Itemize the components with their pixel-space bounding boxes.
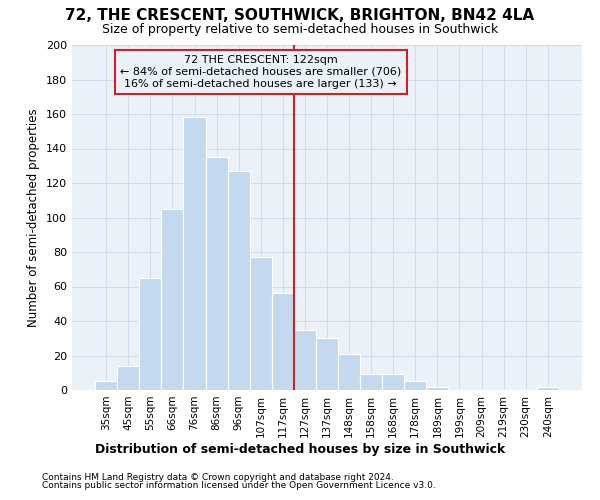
Bar	[360, 374, 382, 390]
Bar	[316, 338, 338, 390]
Bar	[427, 386, 448, 390]
Bar	[382, 374, 404, 390]
Text: Distribution of semi-detached houses by size in Southwick: Distribution of semi-detached houses by …	[95, 442, 505, 456]
Bar	[294, 330, 316, 390]
Bar	[95, 382, 117, 390]
Bar	[404, 382, 427, 390]
Bar	[139, 278, 161, 390]
Text: Size of property relative to semi-detached houses in Southwick: Size of property relative to semi-detach…	[102, 22, 498, 36]
Text: Contains HM Land Registry data © Crown copyright and database right 2024.: Contains HM Land Registry data © Crown c…	[42, 472, 394, 482]
Bar	[250, 257, 272, 390]
Bar	[338, 354, 360, 390]
Text: 72 THE CRESCENT: 122sqm
← 84% of semi-detached houses are smaller (706)
16% of s: 72 THE CRESCENT: 122sqm ← 84% of semi-de…	[120, 56, 401, 88]
Text: Contains public sector information licensed under the Open Government Licence v3: Contains public sector information licen…	[42, 481, 436, 490]
Bar	[117, 366, 139, 390]
Bar	[206, 157, 227, 390]
Bar	[161, 209, 184, 390]
Bar	[184, 118, 206, 390]
Bar	[227, 171, 250, 390]
Bar	[272, 294, 294, 390]
Text: 72, THE CRESCENT, SOUTHWICK, BRIGHTON, BN42 4LA: 72, THE CRESCENT, SOUTHWICK, BRIGHTON, B…	[65, 8, 535, 22]
Y-axis label: Number of semi-detached properties: Number of semi-detached properties	[28, 108, 40, 327]
Bar	[537, 386, 559, 390]
